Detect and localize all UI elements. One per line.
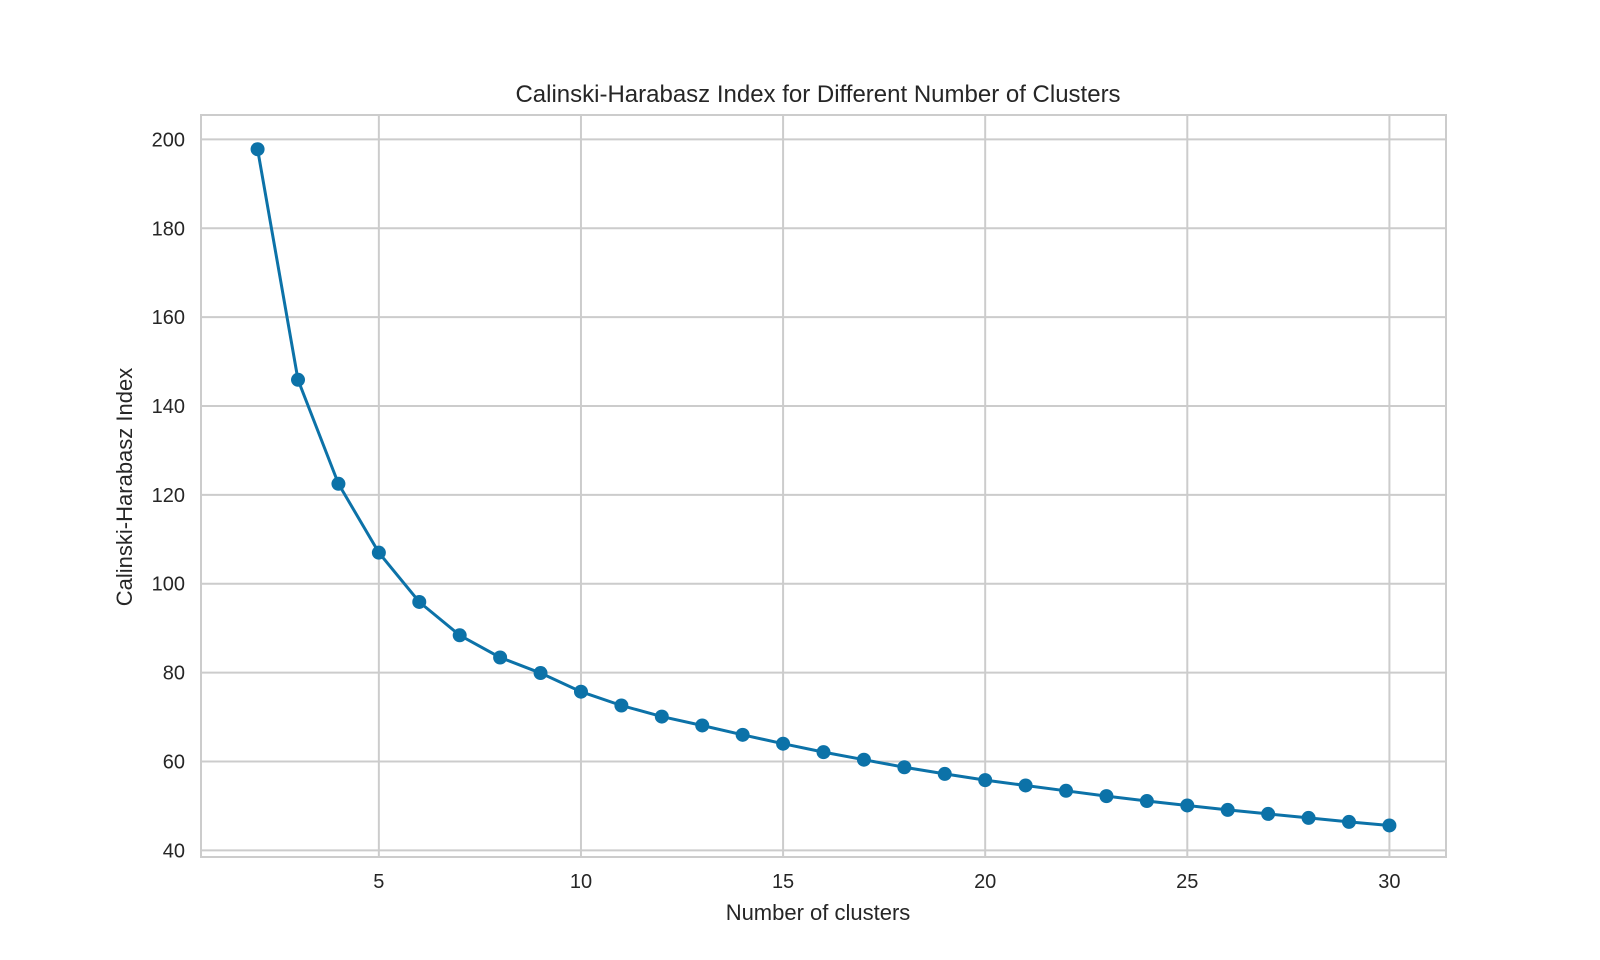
data-point — [978, 773, 993, 788]
data-points — [250, 142, 1397, 833]
data-point — [331, 476, 346, 491]
y-tick-label: 80 — [163, 663, 185, 685]
x-tick-label: 5 — [373, 871, 384, 893]
data-point — [614, 698, 629, 713]
x-tick-label: 30 — [1378, 871, 1400, 893]
chart-title: Calinski-Harabasz Index for Different Nu… — [515, 81, 1120, 108]
data-point — [695, 718, 710, 733]
y-tick-label: 180 — [152, 218, 185, 240]
y-tick-label: 120 — [152, 485, 185, 507]
data-point — [735, 727, 750, 742]
data-point — [493, 650, 508, 665]
x-tick-label: 25 — [1176, 871, 1198, 893]
data-point — [1261, 806, 1276, 821]
data-point — [1220, 802, 1235, 817]
x-axis-label: Number of clusters — [726, 900, 911, 925]
data-point — [1139, 794, 1154, 809]
data-point — [937, 766, 952, 781]
data-point — [1018, 778, 1033, 793]
data-point — [1059, 783, 1074, 798]
y-tick-labels: 40 60 80 100 120 140 160 180 200 — [152, 129, 185, 862]
data-point — [897, 760, 912, 775]
data-point — [1382, 818, 1397, 833]
y-tick-label: 140 — [152, 396, 185, 418]
y-tick-label: 160 — [152, 307, 185, 329]
x-tick-label: 10 — [570, 871, 592, 893]
x-tick-label: 20 — [974, 871, 996, 893]
data-point — [371, 545, 386, 560]
data-point — [291, 372, 306, 387]
x-tick-label: 15 — [772, 871, 794, 893]
y-axis-label: Calinski-Harabasz Index — [112, 368, 137, 606]
x-tick-labels: 5 10 15 20 25 30 — [373, 871, 1400, 893]
data-point — [573, 684, 588, 699]
series-line — [256, 148, 1390, 827]
y-tick-label: 40 — [163, 840, 185, 862]
grid — [201, 115, 1446, 857]
data-point — [1301, 810, 1316, 825]
y-tick-label: 200 — [152, 129, 185, 151]
plot-frame — [200, 114, 1447, 858]
data-point — [533, 666, 548, 681]
y-tick-label: 60 — [163, 751, 185, 773]
data-point — [654, 709, 669, 724]
data-point — [1341, 814, 1356, 829]
data-point — [452, 628, 467, 643]
y-tick-label: 100 — [152, 574, 185, 596]
data-point — [856, 752, 871, 767]
data-point — [250, 142, 265, 157]
data-point — [816, 745, 831, 760]
data-point — [776, 736, 791, 751]
data-point — [1099, 789, 1114, 804]
data-point — [1180, 798, 1195, 813]
data-point — [412, 594, 427, 609]
